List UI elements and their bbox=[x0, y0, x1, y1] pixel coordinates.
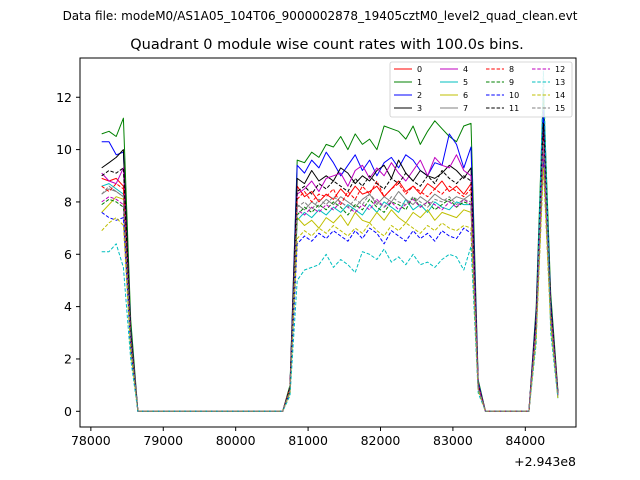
legend-label-14: 14 bbox=[555, 91, 565, 100]
y-tick-label: 8 bbox=[64, 194, 72, 209]
legend-label-10: 10 bbox=[509, 91, 519, 100]
y-tick-label: 12 bbox=[56, 90, 72, 105]
y-axis: 0 2 4 6 8 10 12 bbox=[56, 90, 80, 419]
y-tick-label: 6 bbox=[64, 247, 72, 262]
legend-label-4: 4 bbox=[463, 65, 468, 74]
series-line-15 bbox=[101, 141, 559, 412]
y-tick-label: 2 bbox=[64, 351, 72, 366]
y-tick-label: 4 bbox=[64, 299, 72, 314]
x-tick-label: 83000 bbox=[433, 433, 473, 448]
y-tick-label: 0 bbox=[64, 404, 72, 419]
suptitle: Data file: modeM0/AS1A05_104T06_90000028… bbox=[63, 9, 578, 23]
plot-frame bbox=[79, 57, 577, 428]
legend-label-9: 9 bbox=[509, 78, 514, 87]
series-layer bbox=[101, 70, 559, 412]
x-tick-label: 80000 bbox=[216, 433, 256, 448]
legend-label-5: 5 bbox=[463, 78, 468, 87]
x-offset-label: +2.943e8 bbox=[514, 454, 576, 469]
y-tick-label: 10 bbox=[56, 142, 72, 157]
x-tick-label: 81000 bbox=[288, 433, 328, 448]
chart-title: Quadrant 0 module wise count rates with … bbox=[130, 37, 524, 53]
legend-label-6: 6 bbox=[463, 91, 468, 100]
x-axis: 78000 79000 80000 81000 82000 83000 84000 bbox=[71, 427, 545, 448]
legend-label-13: 13 bbox=[555, 78, 565, 87]
x-tick-label: 84000 bbox=[505, 433, 545, 448]
legend-label-15: 15 bbox=[555, 104, 565, 113]
legend-label-1: 1 bbox=[417, 78, 422, 87]
x-tick-label: 79000 bbox=[143, 433, 183, 448]
x-tick-label: 78000 bbox=[71, 433, 111, 448]
x-tick-label: 82000 bbox=[361, 433, 401, 448]
legend-label-12: 12 bbox=[555, 65, 565, 74]
legend-label-0: 0 bbox=[417, 65, 422, 74]
legend-label-3: 3 bbox=[417, 104, 422, 113]
legend-box bbox=[389, 61, 573, 118]
plot-area bbox=[79, 57, 577, 428]
legend-label-8: 8 bbox=[509, 65, 514, 74]
legend-label-2: 2 bbox=[417, 91, 422, 100]
plot-background bbox=[80, 58, 576, 427]
legend-label-11: 11 bbox=[509, 104, 519, 113]
legend-label-7: 7 bbox=[463, 104, 468, 113]
